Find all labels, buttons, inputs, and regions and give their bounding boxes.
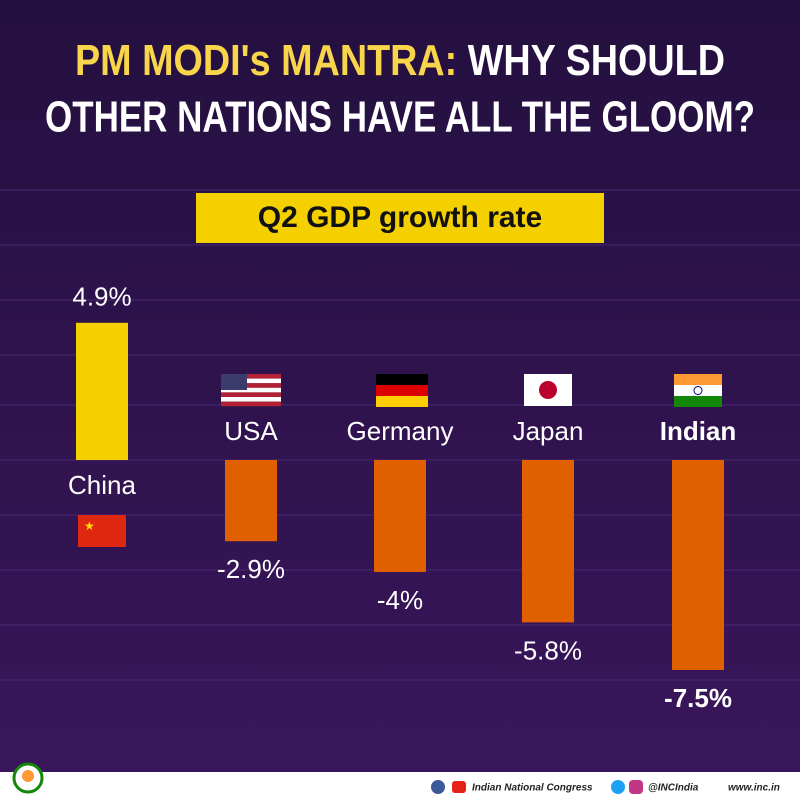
flag-part — [221, 374, 281, 379]
footer-bar — [0, 772, 800, 800]
flag-part — [221, 387, 281, 393]
bar — [76, 322, 128, 460]
flag — [376, 374, 428, 407]
chart-title: PM MODI's MANTRA: WHY SHOULD — [75, 36, 725, 85]
logo-hand — [22, 770, 34, 782]
flag-part — [221, 374, 247, 390]
flag — [221, 374, 281, 407]
value-label: -7.5% — [664, 683, 732, 713]
twitter-icon — [611, 780, 625, 794]
bar — [374, 460, 426, 572]
category-label: Indian — [660, 416, 737, 446]
value-label: -2.9% — [217, 554, 285, 584]
footer-site: www.inc.in — [728, 783, 780, 794]
footer-handle: @INCIndia — [648, 783, 699, 794]
flag-part — [376, 374, 428, 385]
footer-org: Indian National Congress — [472, 783, 593, 794]
flag-part: ★ — [84, 519, 95, 533]
bar — [225, 460, 277, 542]
flag-part — [221, 397, 281, 402]
flag — [674, 374, 722, 407]
flag-part — [221, 392, 281, 397]
flag-part — [78, 515, 126, 547]
value-label: 4.9% — [72, 282, 131, 312]
flag-part — [376, 385, 428, 396]
subtitle: Q2 GDP growth rate — [258, 201, 543, 234]
flag: ★ — [78, 515, 126, 547]
instagram-icon — [629, 780, 643, 794]
value-label: -4% — [377, 585, 423, 615]
title-part: WHY SHOULD — [468, 36, 725, 85]
flag-part — [674, 374, 722, 385]
flag-part — [674, 396, 722, 407]
flag-part — [221, 401, 281, 407]
flag — [524, 374, 572, 406]
value-label: -5.8% — [514, 635, 582, 665]
subtitle-box — [196, 193, 604, 243]
flag-part — [693, 386, 703, 395]
category-label: Japan — [513, 416, 584, 446]
flag-part — [221, 383, 281, 388]
category-label: Germany — [347, 416, 454, 446]
youtube-icon — [452, 781, 466, 793]
title-line: OTHER NATIONS HAVE ALL THE GLOOM? — [45, 93, 755, 142]
category-label: USA — [224, 416, 278, 446]
flag-part — [674, 385, 722, 396]
flag-part — [539, 381, 557, 399]
facebook-icon — [431, 780, 445, 794]
bar — [522, 460, 574, 623]
category-label: China — [68, 470, 136, 500]
bar — [672, 460, 724, 670]
title-highlight: PM MODI's MANTRA: — [75, 36, 457, 85]
flag-part — [221, 378, 281, 384]
flag-part — [376, 396, 428, 407]
